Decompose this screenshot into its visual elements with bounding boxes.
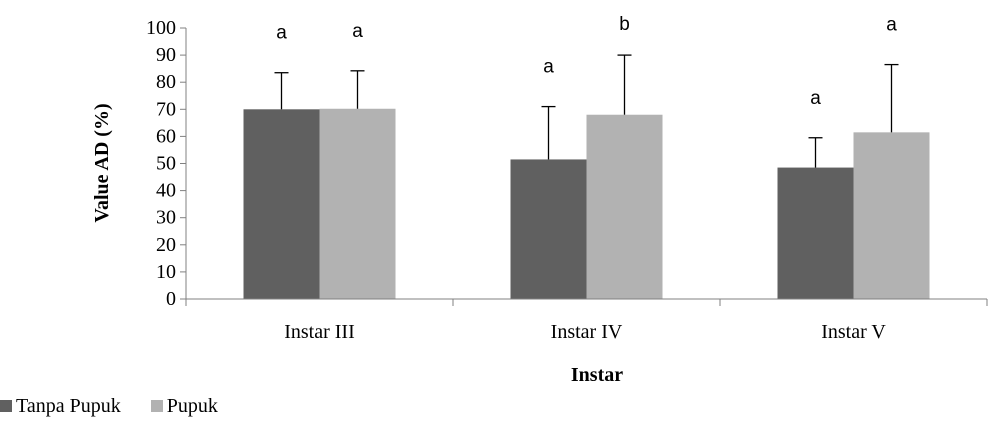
axes-layer (180, 27, 988, 306)
significance-letter-tanpa-pupuk-2: a (543, 57, 554, 78)
y-tick-label-30: 30 (156, 207, 176, 229)
bar-tanpa-pupuk-1 (243, 109, 320, 299)
y-tick-label-100: 100 (146, 17, 176, 39)
x-tick-label-1: Instar III (284, 321, 355, 343)
bar-pupuk-1 (319, 108, 396, 300)
bars-layer (243, 108, 930, 300)
y-tick-label-80: 80 (156, 71, 176, 93)
legend-swatch-tanpa-pupuk (0, 400, 12, 412)
labels-layer: a a Instar III a b Instar IV a a Instar V 0 10 20 30… (146, 14, 897, 343)
significance-letter-pupuk-2: b (619, 14, 630, 35)
y-tick-label-40: 40 (156, 180, 176, 202)
significance-letter-tanpa-pupuk-1: a (276, 23, 287, 44)
y-axis-title: Value AD (%) (91, 103, 113, 222)
y-tick-label-70: 70 (156, 98, 176, 120)
bar-pupuk-2 (586, 114, 663, 299)
bar-pupuk-3 (853, 132, 930, 299)
x-axis-title: Instar (571, 364, 623, 386)
legend-label-tanpa-pupuk: Tanpa Pupuk (16, 394, 121, 417)
legend-label-pupuk: Pupuk (166, 394, 218, 417)
y-tick-label-10: 10 (156, 261, 176, 283)
x-tick-label-3: Instar V (821, 321, 886, 343)
legend-swatch-pupuk (150, 400, 163, 412)
bar-tanpa-pupuk-2 (510, 159, 587, 299)
y-tick-label-50: 50 (156, 153, 176, 175)
legend-item-tanpa-pupuk: Tanpa Pupuk (0, 395, 121, 418)
legend: Tanpa Pupuk Pupuk (0, 394, 248, 418)
y-tick-label-90: 90 (156, 44, 176, 66)
y-tick-label-20: 20 (156, 234, 176, 256)
y-tick-label-60: 60 (156, 125, 176, 147)
significance-letter-pupuk-1: a (352, 21, 363, 42)
significance-letter-pupuk-3: a (886, 15, 897, 36)
error-bars-layer (274, 54, 899, 168)
bar-tanpa-pupuk-3 (777, 167, 854, 299)
y-tick-label-0: 0 (166, 288, 176, 310)
significance-letter-tanpa-pupuk-3: a (810, 88, 821, 109)
x-tick-label-2: Instar IV (551, 321, 623, 343)
legend-item-pupuk: Pupuk (150, 394, 218, 418)
